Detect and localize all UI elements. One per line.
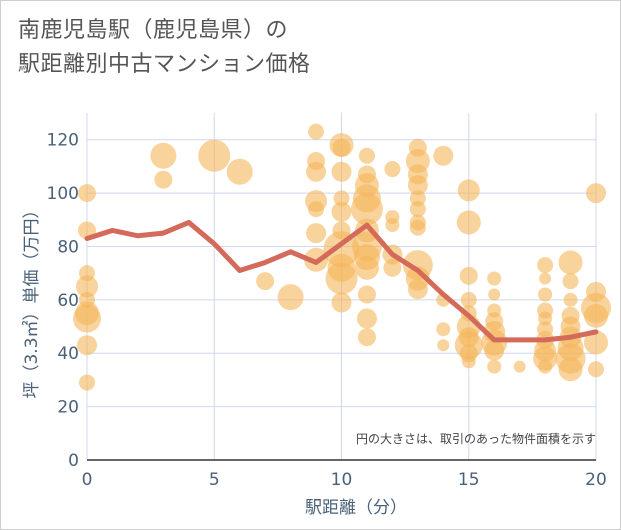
bubble-point [459, 266, 478, 285]
bubble-point [356, 308, 377, 329]
bubble-point [558, 250, 583, 275]
bubble-point [457, 179, 480, 202]
bubble-point [384, 161, 401, 178]
x-tick-label: 0 [82, 470, 93, 490]
bubble-point [308, 201, 325, 218]
bubble-point [154, 170, 173, 189]
bubble-point [461, 354, 476, 369]
x-tick-label: 5 [209, 470, 220, 490]
bubble-point [79, 374, 95, 391]
bubble-point [588, 361, 604, 378]
bubble-point [354, 255, 379, 280]
chart-title-line2: 駅距離別中古マンション価格 [18, 52, 311, 77]
bubble-point [331, 201, 352, 222]
bubble-point [436, 322, 451, 337]
bubble-point [331, 161, 352, 182]
bubble-point [332, 138, 351, 157]
bubble-point [409, 201, 426, 218]
x-tick-label: 20 [585, 470, 607, 490]
x-tick-label: 10 [331, 470, 353, 490]
y-tick-label: 0 [68, 451, 79, 471]
bubble-point [198, 139, 231, 172]
x-tick-label: 15 [458, 470, 480, 490]
y-tick-label: 40 [57, 344, 79, 364]
bubble-point [306, 161, 327, 182]
bubble-point [433, 145, 454, 166]
bubble-point [407, 175, 428, 196]
bubble-point [513, 360, 526, 373]
bubble-point [558, 357, 583, 382]
y-tick-label: 120 [47, 131, 79, 151]
y-tick-label: 100 [47, 184, 79, 204]
bubble-point [357, 285, 376, 304]
bubble-point [150, 142, 177, 169]
trend-series [84, 219, 599, 343]
bubble-point [226, 158, 253, 185]
bubble-point [78, 184, 96, 203]
bubble-point [584, 330, 608, 355]
bubble-point [325, 262, 358, 295]
bubble-series [73, 123, 611, 391]
bubble-point [308, 123, 325, 140]
bubble-point [538, 359, 553, 374]
bubble-point [456, 210, 481, 235]
bubble-point [487, 271, 502, 286]
bubble-point [333, 190, 350, 207]
bubble-point [460, 291, 477, 308]
bubble-point [562, 273, 579, 290]
bubble-point [331, 292, 352, 313]
bubble-point [487, 359, 502, 374]
bubble-point [77, 335, 97, 356]
bubble-point [538, 287, 553, 302]
bubble-point [484, 340, 505, 361]
bubble-point [306, 223, 327, 244]
bubble-point [488, 288, 501, 301]
chart-title: 南鹿児島駅（鹿児島県）の 駅距離別中古マンション価格 [18, 14, 311, 82]
bubble-point [437, 339, 450, 352]
bubble-point [256, 272, 275, 291]
bubble-point [409, 219, 426, 236]
y-tick-label: 80 [57, 237, 79, 257]
bubble-point [563, 292, 578, 307]
bubble-point [586, 183, 606, 204]
size-note: 円の大きさは、取引のあった物件面積を示す [356, 431, 596, 446]
trend-line [84, 219, 599, 343]
bubble-point [539, 272, 552, 285]
bubble-point [76, 275, 98, 298]
x-axis-label: 駅距離（分） [305, 498, 407, 518]
tick-labels: 0 20 40 60 80 100 120 0 5 10 15 20 [47, 131, 607, 490]
y-tick-label: 60 [57, 291, 79, 311]
y-tick-label: 20 [57, 398, 79, 418]
bubble-point [584, 303, 608, 328]
bubble-point [385, 218, 400, 233]
bubble-point [407, 279, 428, 300]
bubble-point [537, 257, 554, 274]
bubble-point [73, 304, 101, 333]
y-axis-label: 坪（3.3㎡）単価（万円） [22, 201, 42, 398]
bubble-point [357, 328, 376, 347]
bubble-point [358, 147, 375, 164]
chart-title-line1: 南鹿児島駅（鹿児島県）の [18, 18, 289, 43]
bubble-point [277, 284, 304, 311]
bubble-point [383, 258, 402, 277]
bubble-point [350, 193, 383, 226]
